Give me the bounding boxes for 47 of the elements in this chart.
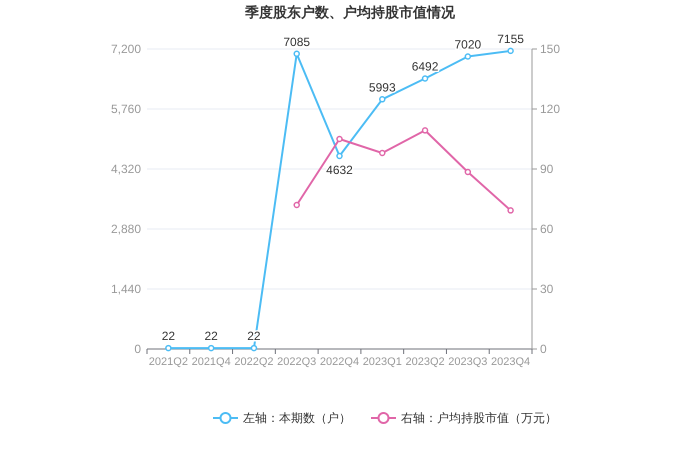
x-tick-label: 2023Q4	[491, 356, 530, 368]
point	[464, 168, 472, 176]
point	[165, 344, 172, 352]
y2-tick-label: 120	[540, 102, 560, 116]
x-tick-label: 2022Q4	[320, 356, 360, 368]
y2-tick-label: 150	[540, 42, 560, 56]
data-label: 7020	[454, 38, 482, 52]
point	[208, 344, 214, 352]
x-tick-label: 2021Q2	[148, 356, 188, 368]
y-tick-label: 0	[134, 342, 142, 356]
x-tick-label: 2023Q2	[405, 356, 445, 368]
y-tick-label: 7,200	[110, 42, 142, 56]
point	[293, 202, 300, 208]
legend-label: 右轴：户均持股市值（万元）	[401, 411, 557, 425]
y2-tick-label: 90	[540, 162, 554, 176]
chart-title: 季度股东户数、户均持股市值情况	[244, 4, 456, 20]
y-tick-label: 5,760	[110, 102, 142, 116]
data-label: 22	[162, 329, 176, 344]
point	[379, 150, 386, 156]
y-tick-label: 2,880	[110, 222, 142, 236]
point	[464, 53, 472, 60]
data-label: 22	[204, 329, 218, 344]
data-label: 6492	[412, 60, 439, 74]
point	[422, 75, 428, 82]
point	[293, 50, 300, 58]
legend-label: 左轴：本期数（户）	[243, 411, 351, 425]
point	[379, 96, 386, 103]
y-tick-label: 1,440	[110, 282, 142, 296]
x-tick-label: 2022Q2	[234, 356, 274, 368]
point	[422, 127, 428, 134]
x-tick-label: 2021Q4	[192, 356, 231, 368]
data-label: 7155	[497, 32, 524, 46]
x-tick-label: 2023Q3	[448, 356, 488, 368]
x-tick-label: 2022Q3	[277, 356, 316, 368]
y2-tick-label: 60	[540, 222, 554, 236]
y2-tick-label: 0	[540, 342, 547, 356]
y2-tick-label: 30	[540, 282, 554, 296]
x-tick-label: 2023Q1	[362, 356, 402, 368]
point	[336, 152, 343, 160]
point	[507, 48, 514, 54]
point	[336, 136, 343, 142]
point	[507, 207, 514, 214]
data-label: 7085	[283, 34, 310, 49]
data-label: 4632	[326, 163, 354, 177]
data-label: 5993	[368, 80, 396, 94]
y-tick-label: 4,320	[110, 162, 142, 176]
point	[250, 344, 258, 352]
